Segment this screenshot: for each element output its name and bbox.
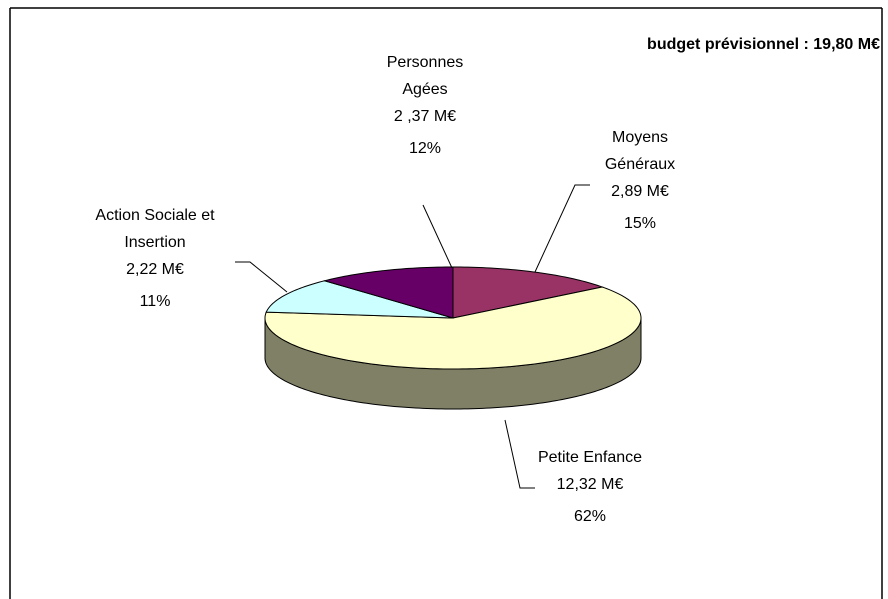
leader-line [235, 261, 288, 293]
chart-title: budget prévisionnel : 19,80 M€ [647, 36, 880, 53]
pie [264, 266, 642, 410]
leader-line [534, 184, 590, 273]
value-label: 2,89 M€ [611, 183, 669, 200]
leader-line [504, 419, 535, 489]
value-label: 2 ,37 M€ [393, 108, 457, 125]
percent-label: 11% [139, 293, 171, 310]
percent-label: 12% [408, 140, 442, 157]
category-label: Petite Enfance [537, 449, 643, 466]
category-label: Action Sociale et Insertion [95, 207, 215, 251]
slice-label: Personnes Agées 2 ,37 M€ 12% [365, 49, 485, 162]
slice-label: Action Sociale et Insertion 2,22 M€ 11% [70, 202, 240, 315]
category-label: Personnes Agées [386, 54, 464, 98]
slice-label: Petite Enfance 12,32 M€ 62% [490, 444, 690, 530]
pie-slice [265, 280, 454, 319]
percent-label: 15% [623, 215, 657, 232]
leader-line [422, 204, 453, 269]
category-label: Moyens Généraux [604, 129, 676, 173]
percent-label: 62% [573, 508, 607, 525]
pie-slice [452, 266, 605, 319]
pie-slice [264, 286, 642, 370]
value-label: 12,32 M€ [556, 476, 624, 493]
value-label: 2,22 M€ [126, 261, 184, 278]
slice-label: Moyens Généraux 2,89 M€ 15% [590, 124, 690, 237]
pie-slice [322, 266, 454, 319]
